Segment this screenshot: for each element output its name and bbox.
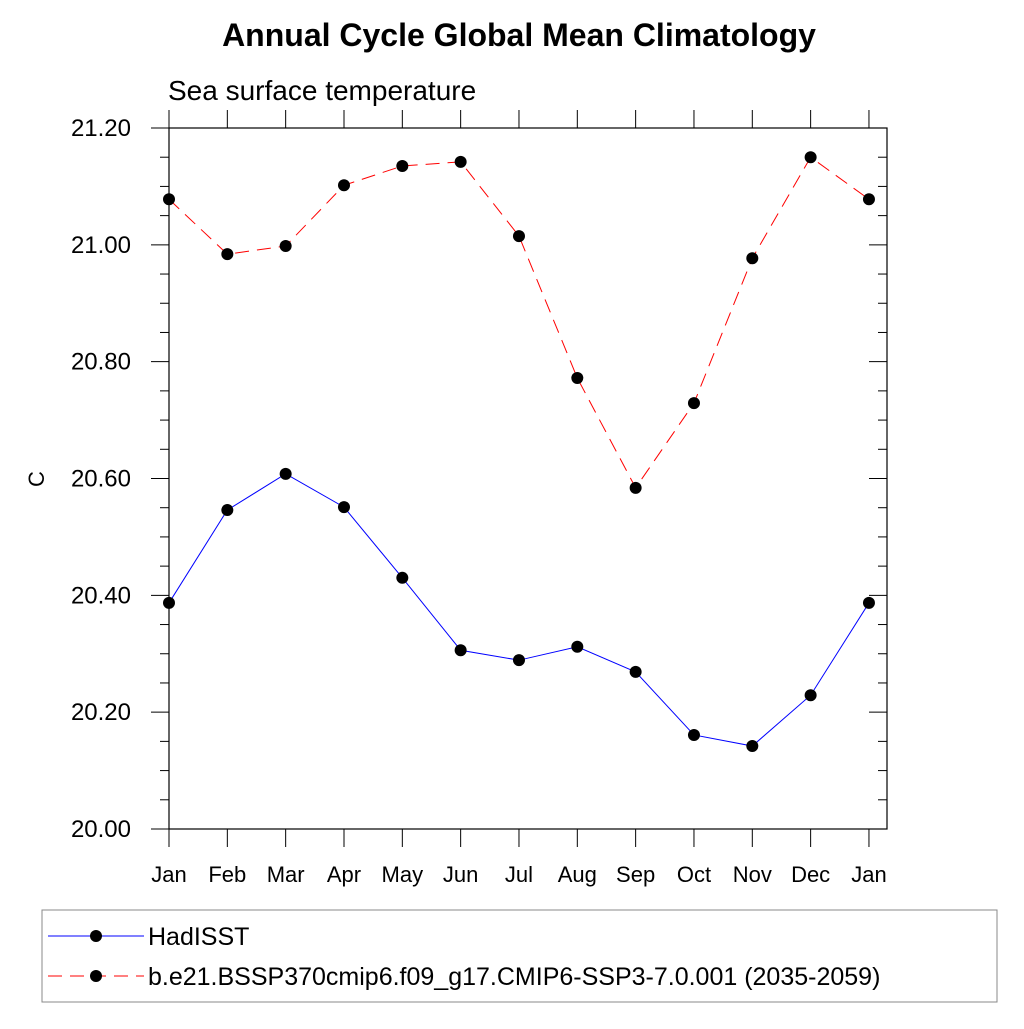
x-tick-label: Oct: [677, 862, 711, 887]
legend-label-model: b.e21.BSSP370cmip6.f09_g17.CMIP6-SSP3-7.…: [148, 963, 880, 991]
data-point-series-1: [163, 193, 175, 206]
data-point-series-1: [571, 372, 584, 385]
plot-frame: [168, 127, 888, 830]
data-point-series-1: [221, 248, 234, 261]
data-point-series-1: [862, 193, 875, 206]
x-tick-label: May: [382, 862, 424, 887]
data-point-series-0: [746, 740, 759, 753]
x-tick-label: Dec: [791, 862, 830, 887]
data-point-series-1: [279, 240, 292, 253]
data-point-series-0: [804, 689, 817, 702]
data-point-series-0: [687, 728, 700, 741]
data-point-series-1: [687, 397, 700, 410]
x-tick-label: Jun: [443, 862, 478, 887]
data-point-series-1: [629, 481, 642, 494]
data-point-series-0: [221, 504, 234, 517]
data-point-series-0: [862, 596, 875, 609]
data-point-series-0: [163, 596, 175, 609]
data-point-series-0: [279, 467, 292, 480]
legend: HadISST b.e21.BSSP370cmip6.f09_g17.CMIP6…: [41, 909, 998, 1003]
data-point-series-1: [804, 151, 817, 164]
x-tick-label: Jan: [151, 862, 186, 887]
data-point-series-1: [512, 230, 525, 243]
x-tick-label: Feb: [208, 862, 246, 887]
x-tick-label: Sep: [616, 862, 655, 887]
data-point-series-1: [337, 179, 350, 192]
y-tick-label: 20.00: [71, 816, 131, 843]
x-tick-label: Mar: [267, 862, 305, 887]
legend-marker-hadisst: [90, 930, 102, 942]
data-point-series-0: [629, 665, 642, 678]
x-tick-label: Apr: [327, 862, 361, 887]
y-axis-label: C: [24, 471, 49, 487]
chart-subtitle: Sea surface temperature: [168, 75, 476, 106]
data-point-series-0: [454, 644, 467, 657]
x-tick-label: Nov: [733, 862, 772, 887]
legend-marker-model: [90, 970, 102, 982]
data-point-series-0: [512, 654, 525, 667]
data-point-series-1: [746, 252, 759, 265]
x-tick-label: Jul: [505, 862, 533, 887]
data-point-series-0: [396, 571, 409, 584]
data-point-series-1: [454, 155, 467, 168]
y-tick-label: 20.40: [71, 582, 131, 609]
y-tick-label: 21.00: [71, 232, 131, 259]
series-line-1: [168, 156, 870, 489]
x-tick-label: Jan: [851, 862, 886, 887]
y-tick-label: 21.20: [71, 115, 131, 142]
legend-label-hadisst: HadISST: [148, 923, 249, 951]
y-tick-label: 20.60: [71, 466, 131, 493]
chart-title: Annual Cycle Global Mean Climatology: [222, 17, 816, 53]
data-point-series-0: [337, 501, 350, 514]
data-point-series-0: [571, 640, 584, 653]
series-line-0: [168, 473, 870, 747]
data-point-series-1: [396, 159, 409, 172]
x-tick-label: Aug: [558, 862, 597, 887]
y-tick-label: 20.80: [71, 349, 131, 376]
legend-box: [41, 909, 998, 1003]
y-tick-label: 20.20: [71, 699, 131, 726]
